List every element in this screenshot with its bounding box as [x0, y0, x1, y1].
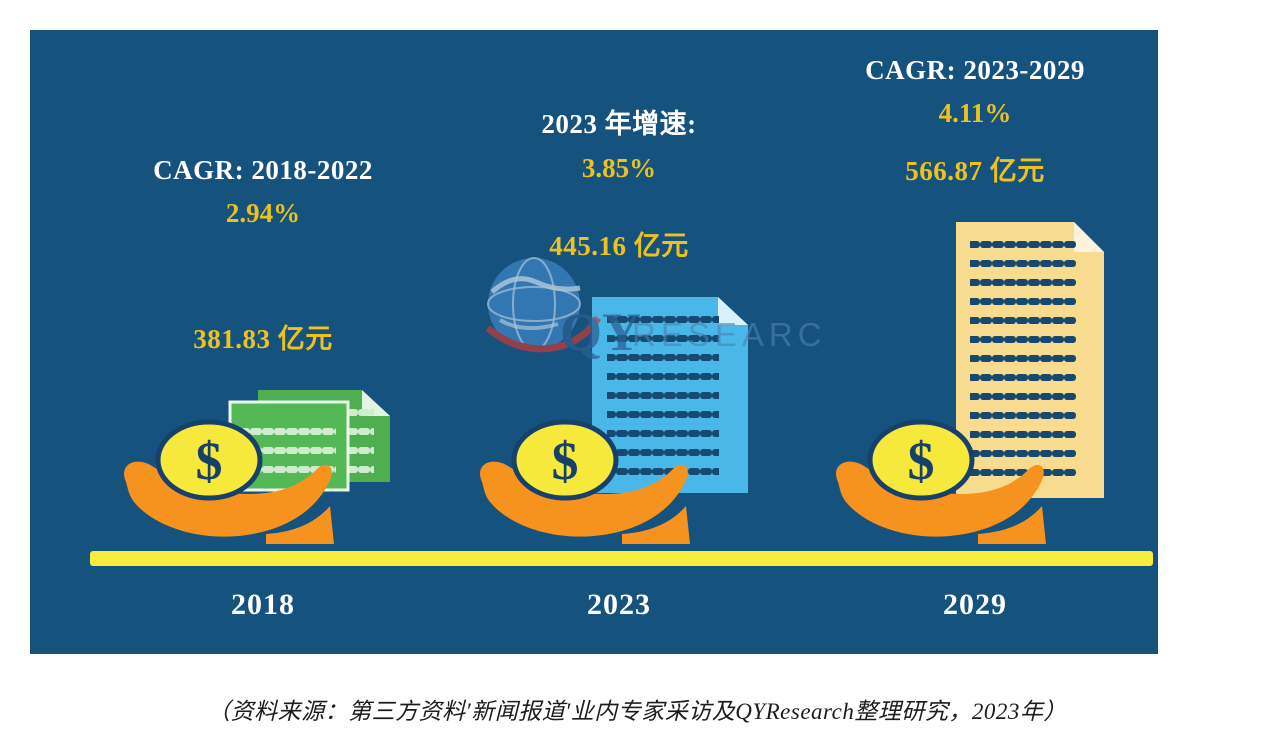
growth-label: 2023 年增速: [541, 109, 697, 139]
year-group-2023: 2023 年增速: 3.85% 445.16 亿元 [441, 30, 797, 544]
growth-rate-value: 3.85% [581, 153, 657, 183]
money-document-graphic-2018: $ [108, 390, 418, 544]
growth-rate-value: 4.11% [938, 98, 1012, 128]
dollar-coin-icon: $ [867, 419, 975, 501]
year-group-2029: CAGR: 2023-2029 4.11% 566.87 亿元 [797, 30, 1153, 544]
year-label-2023: 2023 [587, 588, 651, 621]
dollar-coin-icon: $ [155, 419, 263, 501]
dollar-coin-icon: $ [511, 419, 619, 501]
growth-rate-value: 2.94% [225, 198, 301, 228]
timeline-bar [90, 551, 1153, 566]
year-groups: CAGR: 2018-2022 2.94% 381.83 亿元 [30, 30, 1158, 544]
document-icon [956, 222, 1104, 498]
source-caption: （资料来源：第三方资料′新闻报道′业内专家采访及QYResearch整理研究，2… [207, 699, 1067, 724]
year-label-2018: 2018 [231, 588, 295, 621]
year-label-2029: 2029 [943, 588, 1007, 621]
folded-corner-icon [718, 297, 748, 325]
chart-panel: CAGR: 2018-2022 2.94% 381.83 亿元 [30, 30, 1158, 654]
year-axis: 2018 2023 2029 [30, 588, 1158, 622]
dollar-sign-glyph: $ [552, 431, 579, 491]
document-icon [592, 297, 748, 493]
year-group-2018: CAGR: 2018-2022 2.94% 381.83 亿元 [85, 30, 441, 544]
market-value-label: 445.16 亿元 [549, 231, 689, 261]
cagr-label: CAGR: 2023-2029 [865, 55, 1085, 85]
money-document-graphic-2023: $ [464, 297, 774, 544]
folded-corner-icon [1074, 222, 1104, 252]
market-value-label: 381.83 亿元 [193, 324, 333, 354]
dollar-sign-glyph: $ [908, 431, 935, 491]
market-value-label: 566.87 亿元 [905, 156, 1045, 186]
dollar-sign-glyph: $ [196, 431, 223, 491]
cagr-label: CAGR: 2018-2022 [153, 155, 373, 185]
money-document-graphic-2029: $ [820, 222, 1130, 544]
